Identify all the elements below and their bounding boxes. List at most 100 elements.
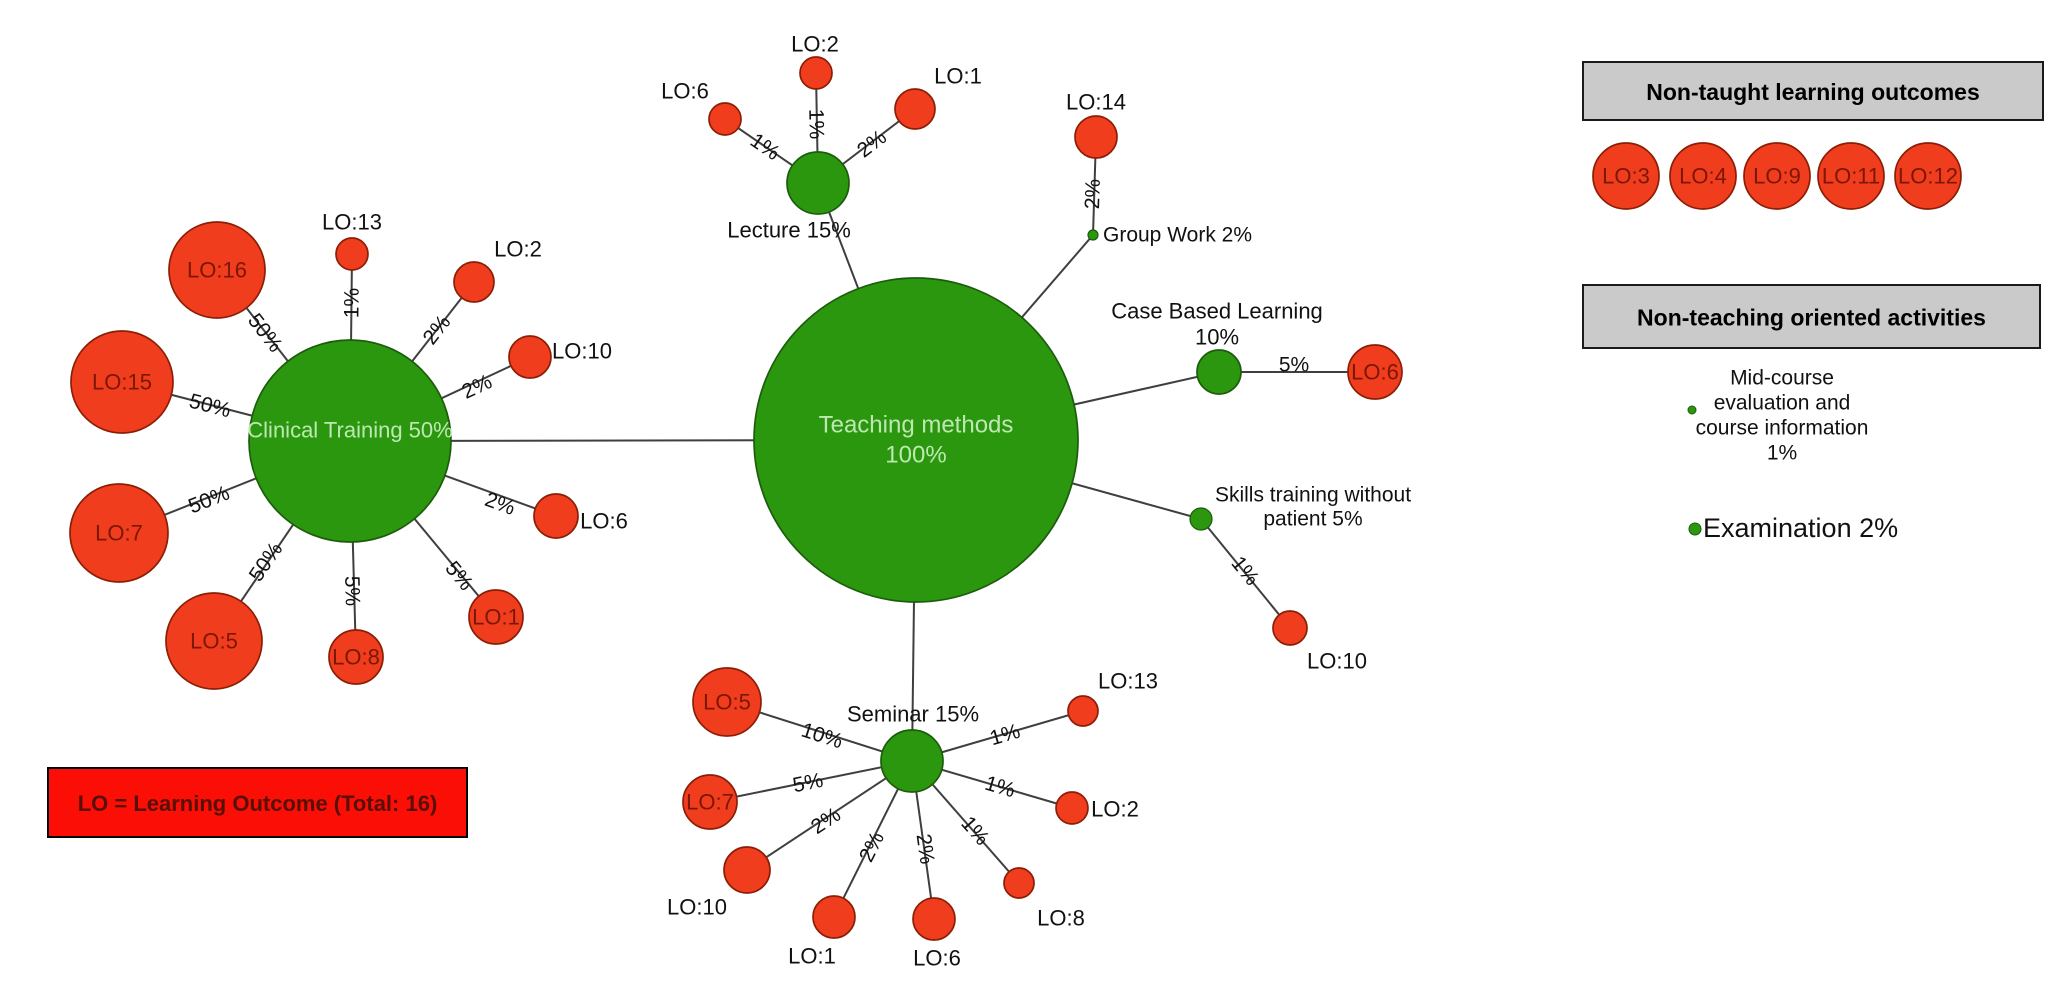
node-lo2-lec <box>799 56 833 90</box>
node-case-based-learning <box>1196 349 1242 395</box>
node-inside-label-lo7-ct-0: LO:7 <box>95 521 143 546</box>
node-label-lo10-sk-0: LO:10 <box>1307 649 1367 674</box>
node-inside-label-teaching-methods-0: Teaching methods <box>819 412 1014 439</box>
non-teaching-title: Non-teaching oriented activities <box>1637 305 1986 331</box>
node-label-lo13-sem-0: LO:13 <box>1098 669 1158 694</box>
non-teaching-item-0-line-2: course information <box>1696 417 1869 440</box>
node-lo6-ct <box>533 493 579 539</box>
node-lo8-ct <box>328 629 384 685</box>
edge-label-seminar--lo1-sem: 2% <box>855 828 889 865</box>
edge-skills-training--lo10-sk <box>1200 518 1291 629</box>
node-lo6-lec <box>708 102 742 136</box>
node-lo1-sem <box>812 895 856 939</box>
node-label-lo14-gw-0: LO:14 <box>1066 90 1126 115</box>
node-lo8-sem <box>1003 867 1035 899</box>
non-taught-outcome-label-2: LO:9 <box>1753 164 1801 189</box>
legend-box <box>47 767 468 838</box>
edge-label-clinical-training--lo13-ct: 1% <box>340 288 363 319</box>
node-group-work <box>1087 229 1099 241</box>
non-taught-outcome-label-1: LO:4 <box>1679 164 1727 189</box>
node-inside-label-lo1-ct-0: LO:1 <box>472 605 520 630</box>
node-inside-label-lo6-cbl-0: LO:6 <box>1351 360 1399 385</box>
node-lo1-ct <box>468 589 524 645</box>
node-label-case-based-learning-1: 10% <box>1195 325 1239 350</box>
non-taught-outcome-circle-2 <box>1743 142 1811 210</box>
non-teaching-item-0-line-1: evaluation and <box>1714 392 1851 415</box>
node-lo1-lec <box>894 88 936 130</box>
edge-label-lecture--lo6-lec: 1% <box>746 129 784 165</box>
node-inside-label-clinical-training-0: Clinical Training 50% <box>247 418 452 443</box>
edge-label-case-based-learning--lo6-cbl: 5% <box>1279 354 1309 377</box>
node-label-case-based-learning-0: Case Based Learning <box>1111 299 1323 324</box>
node-clinical-training <box>248 339 452 543</box>
edge-label-clinical-training--lo2-ct: 2% <box>419 311 456 349</box>
node-label-lo6-lec-0: LO:6 <box>661 79 709 104</box>
node-lo6-cbl <box>1347 344 1403 400</box>
node-seminar <box>880 729 944 793</box>
node-skills-training <box>1189 507 1213 531</box>
non-taught-outcome-circle-3 <box>1817 142 1885 210</box>
non-taught-title: Non-taught learning outcomes <box>1646 79 1980 105</box>
edge-label-clinical-training--lo5-ct: 50% <box>245 538 288 586</box>
edge-label-clinical-training--lo15-ct: 50% <box>187 390 233 423</box>
legend-text: LO = Learning Outcome (Total: 16) <box>78 791 438 816</box>
edge-seminar--lo7-sem <box>709 760 913 803</box>
node-label-lo13-ct-0: LO:13 <box>322 210 382 235</box>
node-label-lo2-sem-0: LO:2 <box>1091 797 1139 822</box>
nodes-layer <box>69 56 1403 941</box>
node-label-lo2-lec-0: LO:2 <box>791 32 839 57</box>
node-label-skills-training-0: Skills training without <box>1215 484 1411 507</box>
non-taught-outcome-circle-0 <box>1592 142 1660 210</box>
node-lo10-ct <box>508 335 552 379</box>
node-label-lo8-sem-0: LO:8 <box>1037 906 1085 931</box>
node-lecture <box>786 151 850 215</box>
non-taught-outcome-label-0: LO:3 <box>1602 164 1650 189</box>
non-taught-outcome-label-3: LO:11 <box>1822 164 1880 189</box>
node-label-lo1-lec-0: LO:1 <box>934 64 982 89</box>
node-lo5-ct <box>165 592 263 690</box>
edge-label-seminar--lo6-sem: 2% <box>912 832 939 865</box>
node-lo7-sem <box>682 774 738 830</box>
node-inside-label-lo8-ct-0: LO:8 <box>332 645 380 670</box>
non-teaching-activity-dot-0 <box>1687 405 1697 415</box>
node-label-lo10-sem-0: LO:10 <box>667 895 727 920</box>
non-taught-outcome-circle-1 <box>1669 142 1737 210</box>
node-inside-label-lo15-ct-0: LO:15 <box>92 370 152 395</box>
edge-label-seminar--lo7-sem: 5% <box>791 769 825 798</box>
node-teaching-methods <box>753 277 1079 603</box>
node-label-lo10-ct-0: LO:10 <box>552 339 612 364</box>
edge-label-clinical-training--lo8-ct: 5% <box>340 576 364 607</box>
node-labels-layer: Teaching methods 100% Clinical Training 50… <box>92 32 1411 971</box>
node-lo7-ct <box>69 483 169 583</box>
edge-label-seminar--lo5-sem: 10% <box>798 719 845 754</box>
non-taught-outcome-circle-4 <box>1894 142 1962 210</box>
node-label-lo2-ct-0: LO:2 <box>494 237 542 262</box>
node-label-lo6-ct-0: LO:6 <box>580 509 628 534</box>
node-lo15-ct <box>70 330 174 434</box>
node-lo10-sem <box>723 846 771 894</box>
edge-label-seminar--lo2-sem: 1% <box>982 772 1018 803</box>
node-inside-label-lo5-ct-0: LO:5 <box>190 629 238 654</box>
node-inside-label-lo5-sem-0: LO:5 <box>703 690 751 715</box>
node-lo16-ct <box>168 221 266 319</box>
node-lo10-sk <box>1272 610 1308 646</box>
edge-label-seminar--lo13-sem: 1% <box>987 720 1023 751</box>
node-label-group-work-0: Group Work 2% <box>1103 224 1252 247</box>
edge-label-clinical-training--lo7-ct: 50% <box>185 482 233 519</box>
node-label-lecture-0: Lecture 15% <box>727 218 851 243</box>
node-lo5-sem <box>692 667 762 737</box>
node-lo6-sem <box>912 897 956 941</box>
node-label-lo1-sem-0: LO:1 <box>788 944 836 969</box>
edge-seminar--lo10-sem <box>746 760 913 871</box>
node-inside-label-lo16-ct-0: LO:16 <box>187 258 247 283</box>
node-label-skills-training-1: patient 5% <box>1263 508 1362 531</box>
node-lo2-sem <box>1055 791 1089 825</box>
panels-layer: Non-taught learning outcomes LO:3 LO:4 LO:9… <box>47 61 2044 838</box>
non-teaching-item-0-line-0: Mid-course <box>1730 367 1834 390</box>
non-taught-outcome-label-4: LO:12 <box>1898 164 1958 189</box>
non-teaching-activity-dot-1 <box>1688 522 1702 536</box>
edge-label-clinical-training--lo16-ct: 50% <box>243 309 287 356</box>
node-label-lo6-sem-0: LO:6 <box>913 946 961 971</box>
